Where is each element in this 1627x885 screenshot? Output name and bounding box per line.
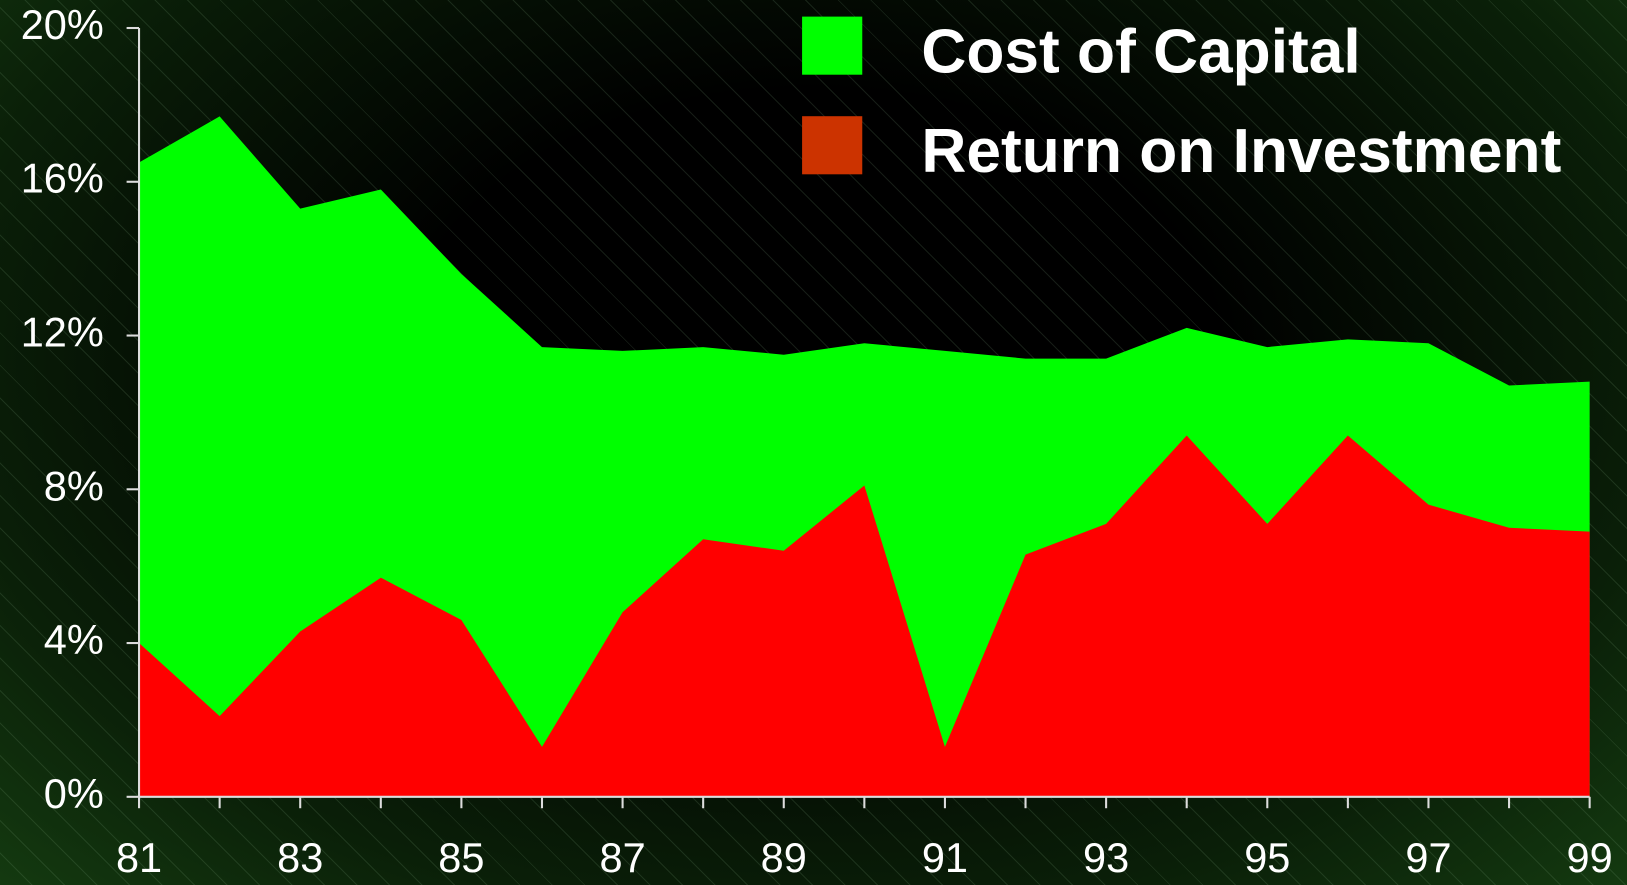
x-tick-label: 91 bbox=[922, 834, 968, 881]
y-tick-label: 20% bbox=[21, 1, 104, 48]
y-tick-label: 4% bbox=[44, 616, 104, 663]
legend-label: Return on Investment bbox=[921, 117, 1561, 186]
x-tick-label: 93 bbox=[1083, 834, 1129, 881]
x-tick-label: 89 bbox=[761, 834, 807, 881]
y-tick-label: 8% bbox=[44, 462, 104, 509]
legend-label: Cost of Capital bbox=[921, 17, 1360, 86]
x-tick-label: 85 bbox=[438, 834, 484, 881]
area bbox=[139, 435, 1590, 797]
x-tick-label: 83 bbox=[277, 834, 323, 881]
y-tick-label: 12% bbox=[21, 309, 104, 356]
x-tick-label: 97 bbox=[1405, 834, 1451, 881]
x-tick-label: 81 bbox=[116, 834, 162, 881]
y-tick-label: 0% bbox=[44, 770, 104, 817]
x-tick-label: 87 bbox=[599, 834, 645, 881]
legend-swatch bbox=[802, 116, 863, 175]
x-tick-label: 99 bbox=[1567, 834, 1613, 881]
y-tick-label: 16% bbox=[21, 155, 104, 202]
x-tick-label: 95 bbox=[1244, 834, 1290, 881]
legend-swatch bbox=[802, 16, 863, 75]
